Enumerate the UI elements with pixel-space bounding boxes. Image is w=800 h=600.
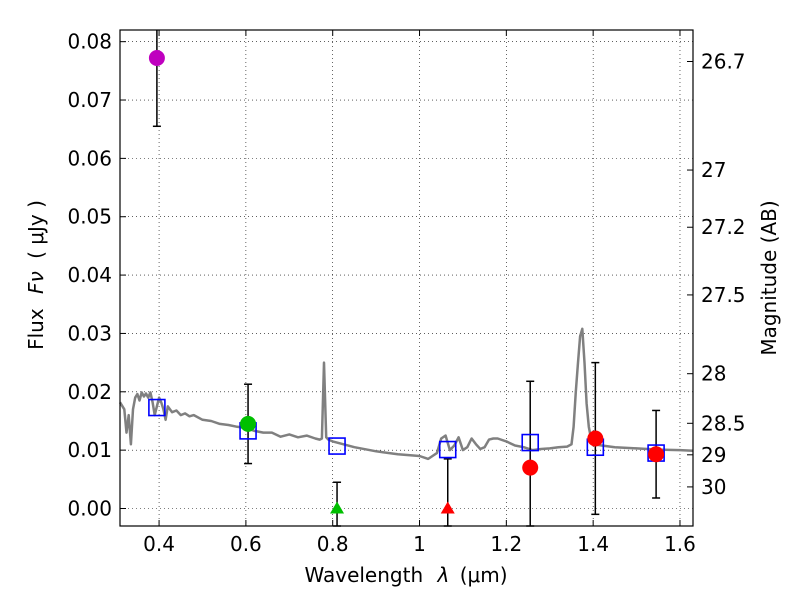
x-tick-label: 0.4 [143, 532, 175, 556]
upper-limit-point [330, 501, 345, 514]
y-tick-label: 0.07 [67, 88, 112, 112]
model-point [148, 398, 166, 417]
x-tick-label: 1 [413, 532, 426, 556]
y2-tick-label: 27.2 [701, 215, 746, 239]
plot-series [118, 30, 694, 527]
y-tick-label: 0.02 [67, 380, 112, 404]
y-tick-label: 0.06 [67, 146, 112, 170]
upper-limit-point [440, 501, 455, 514]
detection-point [148, 50, 165, 67]
x-axis-title-text: Wavelength [304, 563, 423, 587]
y2-tick-label: 29 [701, 443, 726, 467]
x-axis-title-unit: (μm) [460, 563, 508, 587]
y2-tick-label: 26.7 [701, 50, 746, 74]
detection-point [648, 446, 665, 463]
y-axis-title: Flux Fν ( μJy ) [24, 200, 48, 350]
y2-tick-label: 28 [701, 362, 726, 386]
model-point [328, 437, 346, 455]
grid-lines [120, 30, 693, 526]
x-tick-label: 0.6 [230, 532, 262, 556]
model-point [521, 433, 540, 452]
axes [119, 29, 694, 527]
x-tick-label: 1.2 [490, 532, 522, 556]
y-tick-label: 0.01 [67, 438, 112, 462]
spectrum-line [118, 327, 694, 461]
y-tick-label: 0.03 [67, 321, 112, 345]
tick-labels: 0.4 0.6 0.8 1 1.2 1.4 1.6 0.00 0.01 0.02 0.03 0.04 0… [67, 30, 745, 556]
y2-axis-title: Magnitude (AB) [757, 200, 781, 355]
x-tick-label: 1.6 [664, 532, 696, 556]
detection-point [587, 430, 604, 447]
y2-tick-label: 28.5 [701, 411, 746, 435]
x-axis-title-symbol: λ [437, 563, 450, 587]
y2-tick-label: 30 [701, 475, 726, 499]
x-tick-label: 0.8 [317, 532, 349, 556]
y-axis-title-unit: ( μJy ) [24, 200, 48, 259]
plot-frame [119, 29, 694, 527]
y2-tick-label: 27.5 [701, 283, 746, 307]
y-tick-label: 0.05 [67, 205, 112, 229]
y-axis-title-text: Flux [24, 308, 48, 350]
y2-tick-label: 27 [701, 158, 726, 182]
y-tick-label: 0.08 [67, 30, 112, 54]
x-tick-label: 1.4 [577, 532, 609, 556]
detection-point [240, 415, 257, 432]
y-axis-title-symbol: Fν [24, 271, 48, 294]
detection-point [522, 459, 539, 476]
x-axis-title: Wavelength λ (μm) [304, 563, 507, 587]
y-tick-label: 0.04 [67, 263, 112, 287]
y-tick-label: 0.00 [67, 496, 112, 520]
model-point [438, 440, 457, 459]
